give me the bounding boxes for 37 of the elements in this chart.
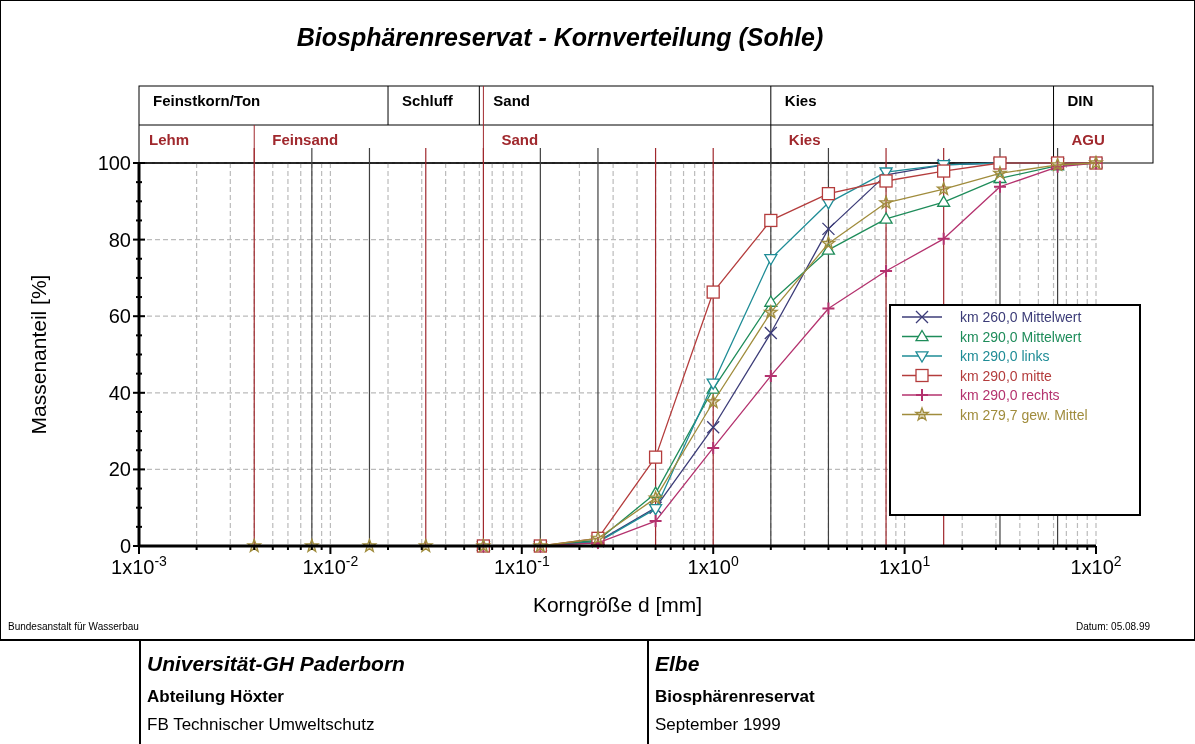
legend-label: km 290,0 links (960, 348, 1050, 364)
y-tick-label: 20 (108, 458, 131, 481)
x-tick-label: 1x10$^{1}$ (879, 553, 931, 578)
text: Elbe (655, 652, 700, 675)
text: Sand (493, 92, 531, 109)
text: Schluff (402, 92, 454, 109)
text: Datum: 05.08.99 (1076, 621, 1151, 632)
text: Bundesanstalt für Wasserbau (8, 621, 139, 632)
y-tick-label: 40 (108, 381, 131, 404)
legend-label: km 260,0 Mittelwert (960, 309, 1082, 325)
y-axis-title: Massenanteil [%] (27, 274, 50, 435)
legend-label: km 279,7 gew. Mittel (960, 406, 1088, 423)
legend-label: km 290,0 rechts (960, 387, 1060, 403)
legend-label: km 290,0 Mittelwert (960, 328, 1082, 345)
text: Sand (501, 131, 539, 148)
text: Lehm (149, 131, 190, 148)
text: Universität-GH Paderborn (147, 652, 405, 675)
x-tick-label: 1x10$^{-1}$ (493, 553, 550, 578)
text: September 1999 (655, 715, 781, 734)
legend-label: km 290,0 mitte (960, 367, 1053, 384)
text: Biosphärenreservat (655, 687, 816, 706)
text: Kies (784, 92, 817, 109)
x-tick-label: 1x10$^{-2}$ (302, 553, 359, 578)
text: Feinsand (272, 131, 339, 148)
x-tick-label: 1x10$^{0}$ (687, 553, 739, 578)
chart-title: Biosphärenreservat - Kornverteilung (Sohle) (296, 23, 824, 51)
text: Feinstkorn/Ton (153, 92, 261, 109)
x-axis-title: Korngröße d [mm] (532, 593, 703, 616)
text: Kies (788, 131, 821, 148)
y-tick-label: 80 (108, 228, 131, 251)
text: FB Technischer Umweltschutz (147, 715, 375, 734)
y-tick-label: 60 (108, 305, 131, 328)
text: DIN (1067, 92, 1094, 109)
y-tick-label: 100 (97, 152, 131, 174)
text: AGU (1071, 131, 1105, 148)
x-tick-label: 1x10$^{2}$ (1070, 553, 1122, 578)
text: Abteilung Höxter (147, 687, 285, 706)
